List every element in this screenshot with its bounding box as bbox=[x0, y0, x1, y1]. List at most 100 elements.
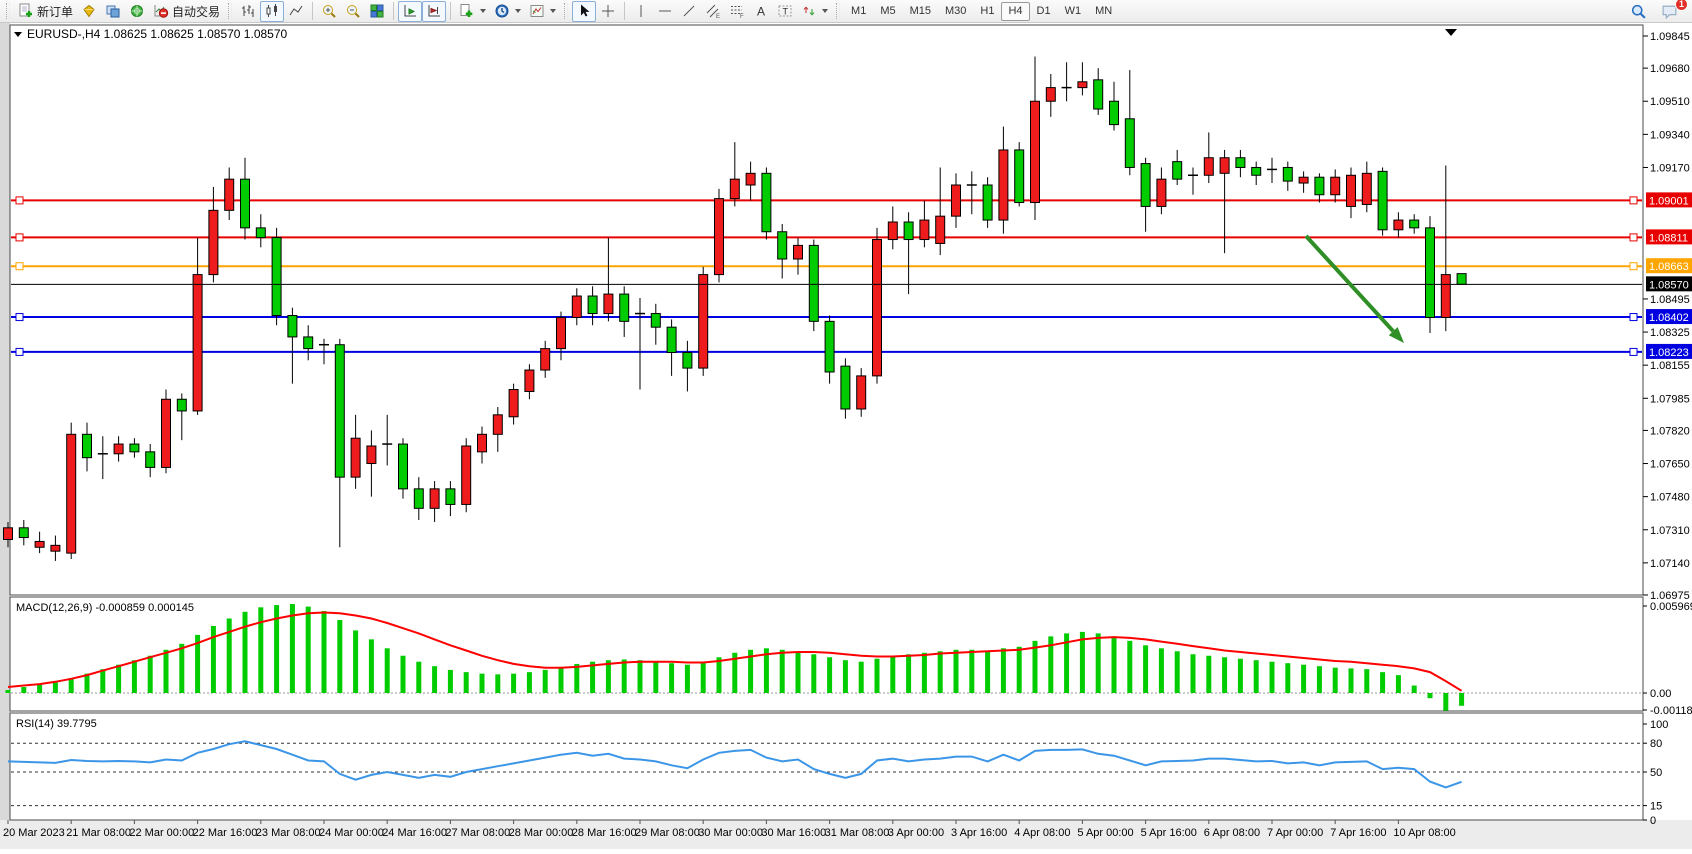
crosshair-button[interactable] bbox=[596, 1, 620, 22]
macd-histogram-bar bbox=[448, 670, 453, 693]
macd-histogram-bar bbox=[1412, 686, 1417, 693]
new-order-button[interactable]: 新订单 bbox=[14, 1, 77, 22]
autotrade-button[interactable]: 自动交易 bbox=[149, 1, 224, 22]
data-window-button[interactable] bbox=[101, 1, 125, 22]
horizontal-line-tool[interactable] bbox=[653, 1, 677, 22]
bear-candle bbox=[1410, 220, 1419, 228]
macd-histogram-bar bbox=[227, 619, 232, 694]
bear-candle bbox=[446, 489, 455, 505]
channel-tool[interactable]: E bbox=[701, 1, 725, 22]
macd-axis-label: -0.001184 bbox=[1650, 705, 1692, 717]
arrows-tool[interactable] bbox=[797, 1, 832, 22]
bull-candle bbox=[35, 541, 44, 547]
line-handle[interactable] bbox=[1630, 197, 1637, 204]
text-tool[interactable]: A bbox=[749, 1, 773, 22]
line-handle[interactable] bbox=[16, 234, 23, 241]
templates-button[interactable] bbox=[525, 1, 560, 22]
bar-chart-button[interactable] bbox=[236, 1, 260, 22]
y-axis-label: 1.07140 bbox=[1650, 558, 1690, 570]
macd-histogram-bar bbox=[717, 657, 722, 693]
x-axis-label: 28 Mar 00:00 bbox=[509, 827, 574, 839]
bear-candle bbox=[1015, 150, 1024, 203]
macd-histogram-bar bbox=[1301, 665, 1306, 693]
candlestick-chart-button[interactable] bbox=[260, 1, 284, 22]
auto-scroll-button[interactable] bbox=[398, 1, 422, 22]
macd-histogram-bar bbox=[1270, 662, 1275, 693]
trendline-tool[interactable] bbox=[677, 1, 701, 22]
chart-canvas[interactable]: 1.098451.096801.095101.093401.091701.084… bbox=[0, 23, 1692, 849]
bear-candle bbox=[1426, 228, 1435, 318]
vertical-line-tool[interactable] bbox=[629, 1, 653, 22]
timeframe-m5-button[interactable]: M5 bbox=[873, 2, 902, 21]
macd-histogram-bar bbox=[1175, 651, 1180, 693]
bear-candle bbox=[683, 353, 692, 369]
price-line-label-text: 1.08663 bbox=[1649, 261, 1689, 273]
line-handle[interactable] bbox=[1630, 314, 1637, 321]
tile-windows-button[interactable] bbox=[365, 1, 389, 22]
svg-text:F: F bbox=[740, 14, 744, 19]
macd-histogram-bar bbox=[543, 670, 548, 693]
macd-histogram-bar bbox=[1096, 633, 1101, 693]
timeframe-d1-button[interactable]: D1 bbox=[1030, 2, 1058, 21]
zoom-out-button[interactable] bbox=[341, 1, 365, 22]
line-handle[interactable] bbox=[1630, 234, 1637, 241]
toolbar-grip bbox=[6, 3, 10, 19]
line-handle[interactable] bbox=[1630, 348, 1637, 355]
line-handle[interactable] bbox=[16, 263, 23, 270]
bull-candle bbox=[493, 415, 502, 434]
windows-icon bbox=[105, 3, 121, 19]
macd-histogram-bar bbox=[1428, 693, 1433, 698]
x-axis-label: 24 Mar 00:00 bbox=[319, 827, 384, 839]
macd-histogram-bar bbox=[1380, 672, 1385, 693]
bull-candle bbox=[952, 185, 961, 216]
line-handle[interactable] bbox=[16, 197, 23, 204]
timeframe-w1-button[interactable]: W1 bbox=[1058, 2, 1089, 21]
toolbar-separator bbox=[393, 2, 394, 20]
timeframe-h1-button[interactable]: H1 bbox=[973, 2, 1001, 21]
market-watch-button[interactable] bbox=[77, 1, 101, 22]
fibonacci-tool[interactable]: F bbox=[725, 1, 749, 22]
macd-histogram-bar bbox=[653, 662, 658, 693]
periods-button[interactable] bbox=[490, 1, 525, 22]
timeframe-mn-button[interactable]: MN bbox=[1088, 2, 1119, 21]
timeframe-m30-button[interactable]: M30 bbox=[938, 2, 973, 21]
navigator-button[interactable] bbox=[125, 1, 149, 22]
chart-shift-button[interactable] bbox=[422, 1, 446, 22]
line-handle[interactable] bbox=[1630, 263, 1637, 270]
macd-histogram-bar bbox=[685, 665, 690, 693]
left-margin bbox=[0, 23, 10, 849]
timeframe-m1-button[interactable]: M1 bbox=[844, 2, 873, 21]
bear-candle bbox=[904, 222, 913, 240]
bull-candle bbox=[572, 296, 581, 317]
line-chart-icon bbox=[288, 3, 304, 19]
bear-candle bbox=[304, 337, 313, 349]
macd-label: MACD(12,26,9) -0.000859 0.000145 bbox=[16, 602, 194, 614]
macd-histogram-bar bbox=[401, 656, 406, 693]
timeframe-m15-button[interactable]: M15 bbox=[903, 2, 938, 21]
bear-candle bbox=[1173, 162, 1182, 180]
macd-histogram-bar bbox=[796, 651, 801, 693]
bar-chart-icon bbox=[240, 3, 256, 19]
toolbar-grip bbox=[228, 3, 232, 19]
macd-histogram-bar bbox=[37, 685, 42, 693]
x-axis-label: 4 Apr 08:00 bbox=[1014, 827, 1070, 839]
macd-histogram-bar bbox=[922, 653, 927, 693]
macd-histogram-bar bbox=[1238, 659, 1243, 693]
cursor-button[interactable] bbox=[572, 1, 596, 22]
rsi-panel bbox=[10, 713, 1643, 820]
chat-button[interactable]: 1 bbox=[1657, 1, 1682, 22]
zoom-in-button[interactable] bbox=[317, 1, 341, 22]
timeframe-h4-button[interactable]: H4 bbox=[1001, 2, 1029, 21]
x-axis-label: 3 Apr 16:00 bbox=[951, 827, 1007, 839]
line-handle[interactable] bbox=[16, 314, 23, 321]
horizontal-line-icon bbox=[657, 3, 673, 19]
macd-histogram-bar bbox=[353, 630, 358, 693]
bear-candle bbox=[667, 327, 676, 352]
indicators-button[interactable] bbox=[455, 1, 490, 22]
search-button[interactable] bbox=[1626, 1, 1651, 22]
macd-histogram-bar bbox=[1285, 663, 1290, 693]
text-label-tool[interactable]: T bbox=[773, 1, 797, 22]
line-handle[interactable] bbox=[16, 348, 23, 355]
toolbar-right: 1 bbox=[1626, 1, 1690, 22]
line-chart-button[interactable] bbox=[284, 1, 308, 22]
